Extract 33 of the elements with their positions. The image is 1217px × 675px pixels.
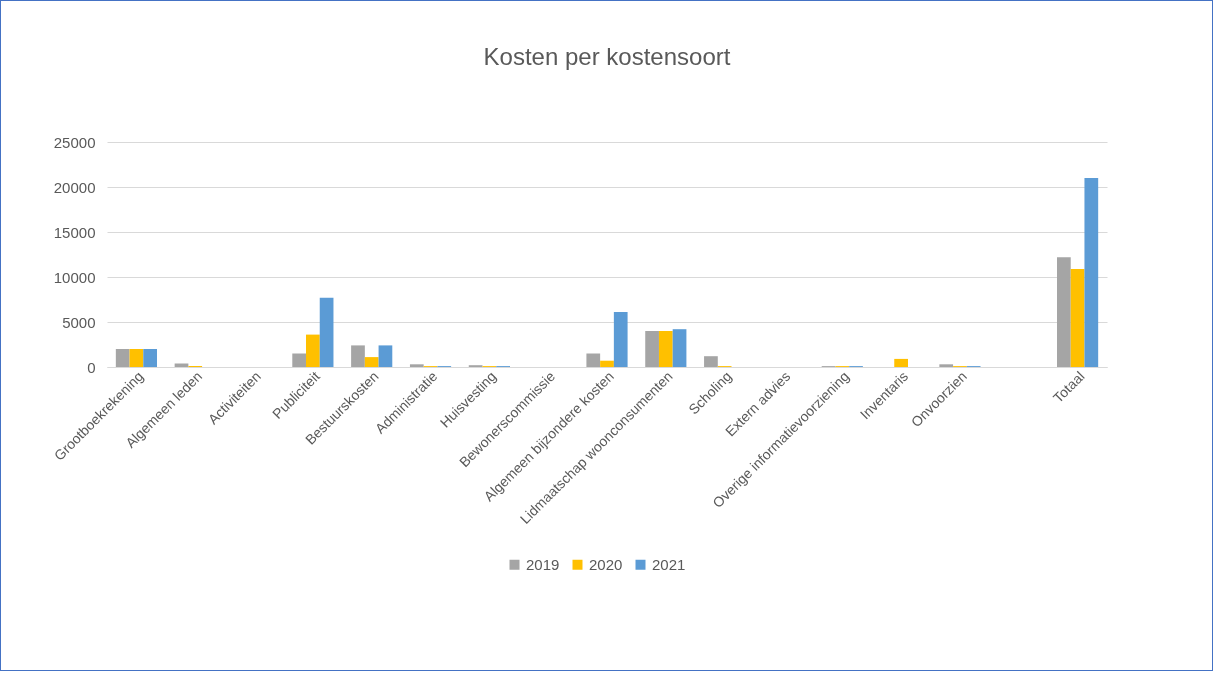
bar (704, 356, 718, 367)
y-tick-label: 5000 (62, 313, 96, 331)
bar (292, 353, 307, 367)
y-tick-label: 15000 (53, 223, 96, 241)
y-tick-label: 25000 (53, 133, 96, 151)
bar (613, 312, 628, 367)
y-tick-label: 10000 (53, 268, 96, 286)
bar (409, 364, 424, 367)
legend-label: 2021 (652, 555, 686, 573)
bar (672, 329, 687, 367)
bar (1057, 257, 1071, 367)
bar (351, 345, 365, 367)
bar (174, 363, 189, 367)
legend-label: 2019 (526, 555, 560, 573)
bar (378, 345, 393, 367)
chart-title: Kosten per kostensoort (483, 43, 731, 70)
bar (586, 353, 601, 367)
bar (115, 349, 130, 367)
bar (319, 297, 334, 367)
bar (600, 360, 614, 367)
y-tick-label: 20000 (53, 178, 96, 196)
y-tick-label: 0 (87, 358, 96, 376)
bar (129, 349, 144, 367)
bar (364, 357, 379, 367)
bar (939, 364, 954, 367)
bar (306, 334, 320, 367)
bar (894, 358, 908, 367)
bar (645, 331, 659, 367)
bar (1084, 178, 1099, 367)
bar (658, 331, 673, 367)
legend-label: 2020 (589, 555, 623, 573)
bar (1070, 268, 1085, 367)
bar (143, 349, 157, 367)
